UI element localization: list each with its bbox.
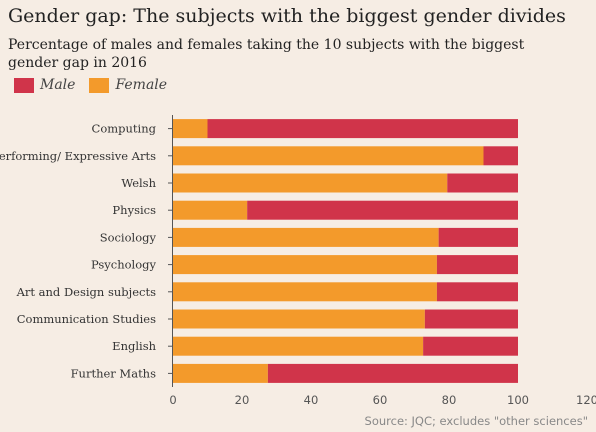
bar-male — [424, 309, 518, 329]
x-tick-label: 40 — [304, 393, 319, 407]
category-label: Performing/ Expressive Arts — [0, 149, 156, 163]
x-tick-label: 0 — [169, 393, 176, 407]
legend-item-female: Female — [89, 77, 167, 93]
x-tick-label: 80 — [442, 393, 457, 407]
bar-female — [173, 363, 268, 383]
x-tick-label: 100 — [507, 393, 529, 407]
category-label: Physics — [112, 203, 156, 217]
chart-subtitle: Percentage of males and females taking t… — [8, 37, 525, 71]
legend-item-male: Male — [14, 77, 75, 93]
legend-swatch-female — [89, 77, 110, 93]
bar-male — [207, 119, 518, 139]
bar-female — [173, 227, 439, 247]
bar-male — [436, 282, 518, 302]
category-label: Further Maths — [71, 366, 157, 380]
bar-male — [436, 255, 518, 275]
category-label: Communication Studies — [17, 312, 156, 326]
bar-female — [173, 173, 448, 193]
bar-female — [173, 200, 248, 220]
bar-female — [173, 146, 484, 166]
bar-male — [247, 200, 519, 220]
category-label: Psychology — [91, 258, 157, 272]
bar-male — [483, 146, 518, 166]
bar-female — [173, 336, 424, 356]
bar-female — [173, 282, 437, 302]
category-label: English — [112, 339, 156, 353]
category-label: Art and Design subjects — [16, 285, 156, 299]
bar-female — [173, 309, 425, 329]
category-label: Computing — [92, 122, 157, 136]
bar-female — [173, 255, 437, 275]
bar-male — [423, 336, 518, 356]
x-tick-label: 20 — [235, 393, 250, 407]
bar-male — [267, 363, 518, 383]
source-note: Source: JQC; excludes "other sciences" — [364, 414, 588, 428]
x-tick-label: 120 — [576, 393, 596, 407]
bar-female — [173, 119, 208, 139]
bar-male — [447, 173, 518, 193]
bar-male — [438, 227, 518, 247]
category-label: Sociology — [100, 230, 157, 244]
chart-title: Gender gap: The subjects with the bigges… — [8, 5, 566, 27]
legend-label-male: Male — [40, 77, 76, 93]
legend-swatch-male — [14, 77, 34, 93]
x-tick-label: 60 — [373, 393, 388, 407]
legend: Male Female — [14, 77, 181, 93]
category-label: Welsh — [121, 176, 156, 190]
legend-label-female: Female — [115, 77, 168, 93]
